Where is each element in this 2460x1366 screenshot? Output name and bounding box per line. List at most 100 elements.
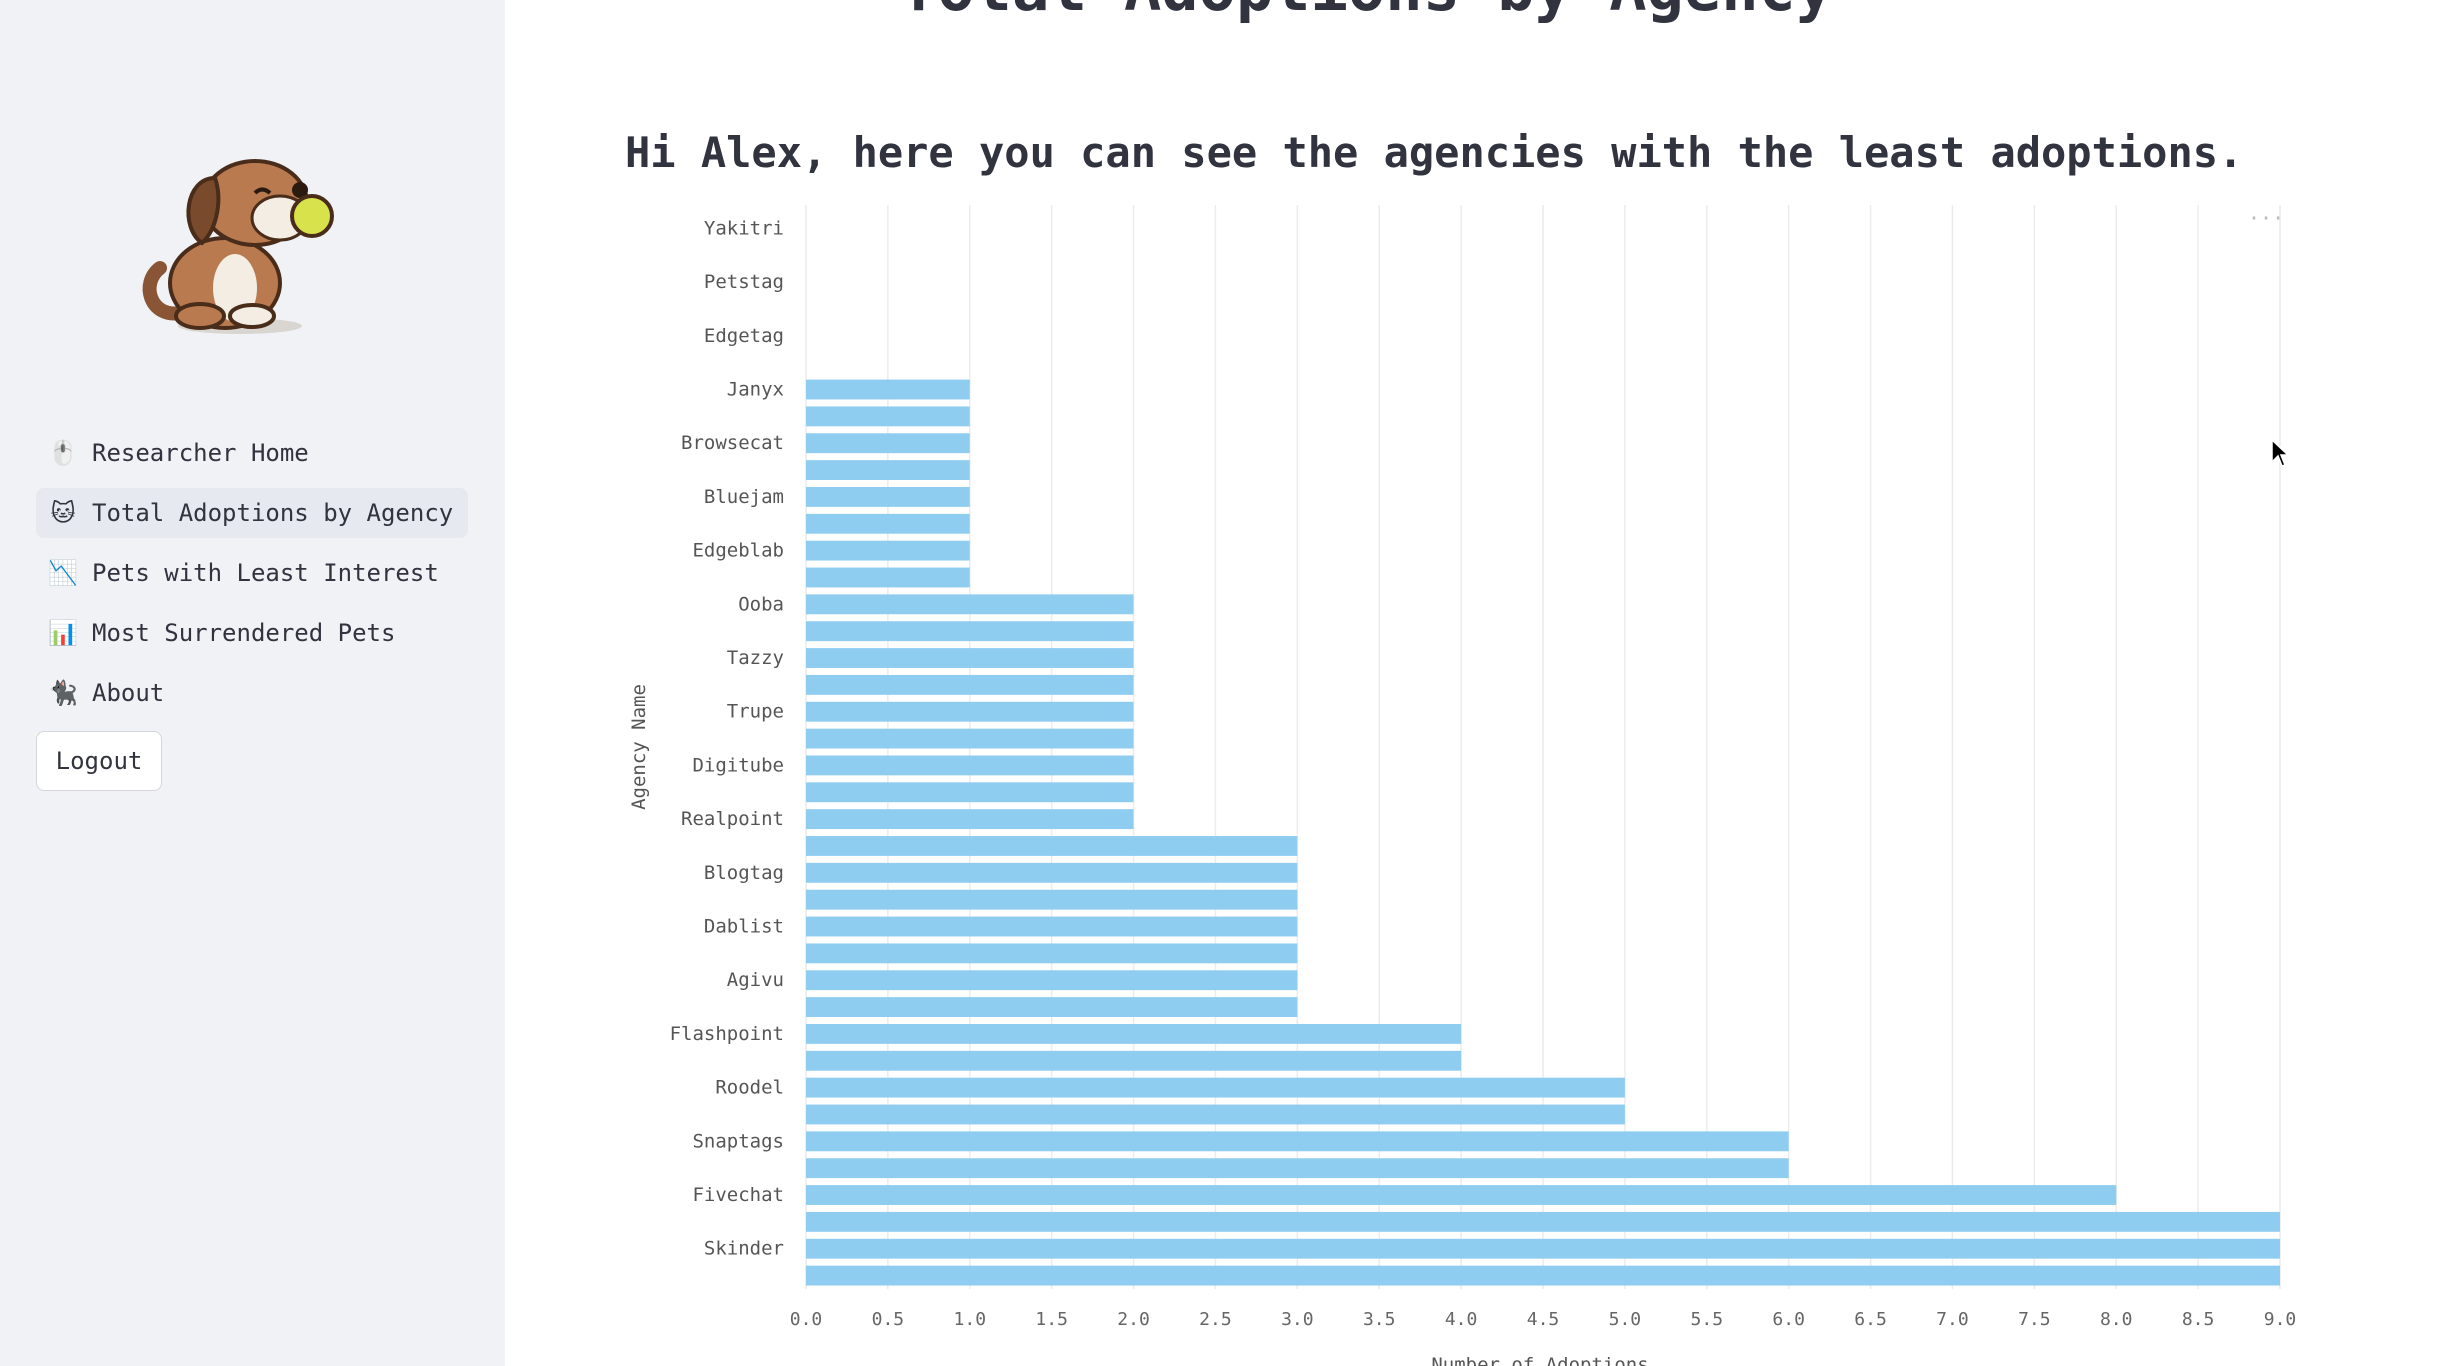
nav-item-total-adoptions-by-agency[interactable]: 🐱 Total Adoptions by Agency <box>36 488 468 538</box>
x-tick-label: 5.0 <box>1609 1309 1642 1330</box>
bar[interactable] <box>806 809 1134 830</box>
bar[interactable] <box>806 728 1134 749</box>
bar[interactable] <box>806 862 1298 883</box>
chart-y-tick-labels: Yakitri Petstag Edgetag Janyx Browsecat Bluej… <box>670 217 784 1259</box>
bar[interactable] <box>806 836 1298 856</box>
bar[interactable] <box>806 460 970 481</box>
nav-item-label: Researcher Home <box>92 439 309 467</box>
x-tick-label: 7.5 <box>2018 1309 2051 1330</box>
x-tick-label: 8.0 <box>2100 1309 2133 1330</box>
y-tick-label: Janyx <box>727 379 784 401</box>
x-tick-label: 6.5 <box>1854 1309 1887 1330</box>
y-tick-label: Bluejam <box>704 486 784 508</box>
bar[interactable] <box>806 701 1134 722</box>
bar[interactable] <box>806 1265 2280 1286</box>
x-tick-label: 1.0 <box>954 1309 987 1330</box>
y-tick-label: Ooba <box>738 593 784 615</box>
black-cat-icon: 🐈‍⬛ <box>48 679 78 707</box>
x-tick-label: 0.5 <box>872 1309 905 1330</box>
x-tick-label: 8.5 <box>2182 1309 2215 1330</box>
bar[interactable] <box>806 1023 1462 1044</box>
mouse-cursor-icon <box>2271 438 2290 467</box>
bar[interactable] <box>806 1131 1789 1152</box>
bar[interactable] <box>806 755 1134 776</box>
sidebar-nav: 🖱️ Researcher Home 🐱 Total Adoptions by … <box>36 428 468 728</box>
page-title: Total Adoptions by Agency <box>900 0 1833 25</box>
y-tick-label: Roodel <box>715 1077 784 1099</box>
y-tick-label: Edgetag <box>704 325 784 347</box>
nav-item-label: Total Adoptions by Agency <box>92 499 454 527</box>
mouse-icon: 🖱️ <box>48 439 78 467</box>
chart-decreasing-icon: 📉 <box>48 559 78 587</box>
logout-button[interactable]: Logout <box>36 731 162 791</box>
bar[interactable] <box>806 1104 1625 1125</box>
x-tick-label: 5.5 <box>1691 1309 1724 1330</box>
bar[interactable] <box>806 540 970 561</box>
bar-chart-icon: 📊 <box>48 619 78 647</box>
nav-item-pets-with-least-interest[interactable]: 📉 Pets with Least Interest <box>36 548 468 598</box>
bar[interactable] <box>806 513 970 534</box>
bar[interactable] <box>806 1185 2117 1205</box>
y-tick-label: Blogtag <box>704 862 784 884</box>
y-tick-label: Browsecat <box>681 432 784 454</box>
bar[interactable] <box>806 943 1298 964</box>
x-tick-label: 1.5 <box>1035 1309 1068 1330</box>
bar[interactable] <box>806 406 970 427</box>
dog-mascot-icon <box>142 159 334 334</box>
x-tick-label: 9.0 <box>2264 1309 2297 1330</box>
bar[interactable] <box>806 1238 2280 1259</box>
x-tick-label: 6.0 <box>1772 1309 1805 1330</box>
y-tick-label: Petstag <box>704 271 784 293</box>
nav-item-most-surrendered-pets[interactable]: 📊 Most Surrendered Pets <box>36 608 468 658</box>
y-tick-label: Trupe <box>727 701 784 723</box>
y-tick-label: Flashpoint <box>670 1023 784 1045</box>
bar[interactable] <box>806 889 1298 910</box>
nav-item-label: Most Surrendered Pets <box>92 619 396 647</box>
page-subtitle: Hi Alex, here you can see the agencies w… <box>625 128 2244 177</box>
bar[interactable] <box>806 433 970 454</box>
bar[interactable] <box>806 621 1134 642</box>
bar[interactable] <box>806 970 1298 991</box>
x-axis-title: Number of Adoptions <box>1431 1354 1648 1366</box>
nav-item-label: About <box>92 679 165 707</box>
y-tick-label: Skinder <box>704 1238 784 1260</box>
bar[interactable] <box>806 997 1298 1018</box>
bar[interactable] <box>806 567 970 588</box>
bar[interactable] <box>806 1050 1462 1071</box>
y-tick-label: Snaptags <box>692 1130 784 1152</box>
bar[interactable] <box>806 1158 1789 1179</box>
chart-menu-icon[interactable]: ··· <box>2248 206 2284 230</box>
x-tick-label: 0.0 <box>790 1309 823 1330</box>
y-tick-label: Tazzy <box>727 647 784 669</box>
x-tick-label: 4.5 <box>1527 1309 1560 1330</box>
x-tick-label: 4.0 <box>1445 1309 1478 1330</box>
cat-face-icon: 🐱 <box>50 499 76 527</box>
nav-item-researcher-home[interactable]: 🖱️ Researcher Home <box>36 428 468 478</box>
bar[interactable] <box>806 1077 1625 1098</box>
y-tick-label: Realpoint <box>681 808 784 830</box>
bar[interactable] <box>806 1211 2280 1232</box>
bar[interactable] <box>806 782 1134 803</box>
x-tick-label: 3.0 <box>1281 1309 1314 1330</box>
bar[interactable] <box>806 916 1298 937</box>
bar[interactable] <box>806 648 1134 668</box>
nav-item-about[interactable]: 🐈‍⬛ About <box>36 668 468 718</box>
bar[interactable] <box>806 379 970 400</box>
bar[interactable] <box>806 594 1134 615</box>
y-tick-label: Digitube <box>692 754 784 776</box>
chart-x-tick-labels: 0.0 0.5 1.0 1.5 2.0 2.5 3.0 3.5 4.0 4.5 5.0 5.5 6.0 6… <box>790 1309 2297 1330</box>
bar[interactable] <box>806 674 1134 695</box>
sidebar: 🖱️ Researcher Home 🐱 Total Adoptions by … <box>0 0 505 1366</box>
y-axis-title: Agency Name <box>628 684 650 810</box>
bar[interactable] <box>806 486 970 507</box>
y-tick-label: Fivechat <box>692 1184 784 1206</box>
y-tick-label: Dablist <box>704 916 784 938</box>
x-tick-label: 2.5 <box>1199 1309 1232 1330</box>
y-tick-label: Edgeblab <box>692 540 784 562</box>
x-tick-label: 7.0 <box>1936 1309 1969 1330</box>
adoptions-bar-chart: Yakitri Petstag Edgetag Janyx Browsecat Bluej… <box>628 205 2297 1366</box>
chart-bars <box>806 379 2280 1286</box>
nav-item-label: Pets with Least Interest <box>92 559 439 587</box>
x-tick-label: 2.0 <box>1117 1309 1150 1330</box>
y-tick-label: Agivu <box>727 969 784 991</box>
